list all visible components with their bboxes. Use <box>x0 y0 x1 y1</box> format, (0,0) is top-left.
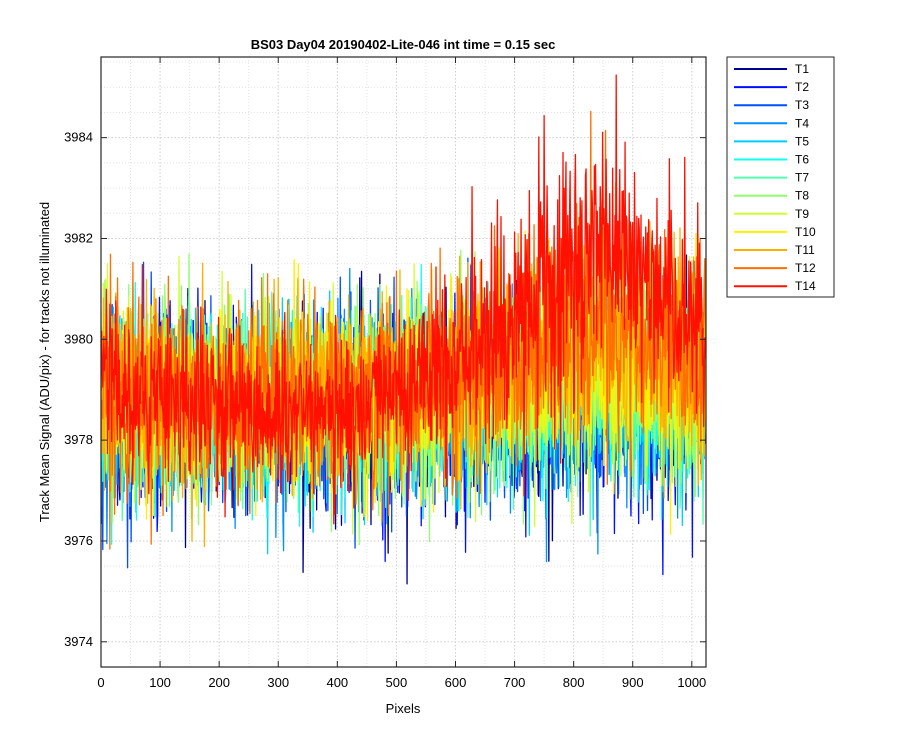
y-tick-label-3982: 3982 <box>64 230 93 245</box>
legend-label-t5: T5 <box>795 134 809 148</box>
x-tick-label-1000: 1000 <box>677 675 706 690</box>
plot-axes[interactable]: 0 100 200 300 400 500 600 700 800 900 1000 3974 3976… <box>64 56 707 690</box>
legend-label-t11: T11 <box>795 243 815 257</box>
chart-title: BS03 Day04 20190402-Lite-046 int time = … <box>251 37 556 52</box>
x-tick-label-400: 400 <box>326 675 348 690</box>
y-tick-label-3984: 3984 <box>64 130 93 145</box>
series-layer <box>101 74 706 585</box>
x-tick-label-200: 200 <box>208 675 230 690</box>
legend-label-t3: T3 <box>795 98 809 112</box>
legend-label-t7: T7 <box>795 171 809 185</box>
legend-label-t12: T12 <box>795 261 816 275</box>
axes-box <box>100 56 707 668</box>
legend-items: T1 T2 T3 T4 T5 T6 T7 T8 T9 T10 T11 T12 T14 <box>734 62 816 293</box>
y-tick-label-3974: 3974 <box>64 634 93 649</box>
x-tick-label-0: 0 <box>97 675 104 690</box>
x-tick-label-300: 300 <box>267 675 289 690</box>
y-tick-label-3978: 3978 <box>64 432 93 447</box>
legend-label-t1: T1 <box>795 62 809 76</box>
legend-label-t10: T10 <box>795 225 816 239</box>
x-tick-label-700: 700 <box>504 675 526 690</box>
x-tick-label-600: 600 <box>445 675 467 690</box>
x-tick-label-800: 800 <box>563 675 585 690</box>
ticks: 0 100 200 300 400 500 600 700 800 900 1000 3974 3976… <box>64 57 706 690</box>
x-tick-label-900: 900 <box>622 675 644 690</box>
legend[interactable]: T1 T2 T3 T4 T5 T6 T7 T8 T9 T10 T11 T12 T14 <box>726 56 835 298</box>
legend-label-t8: T8 <box>795 189 809 203</box>
x-tick-label-500: 500 <box>386 675 408 690</box>
x-tick-label-100: 100 <box>149 675 171 690</box>
legend-label-t6: T6 <box>795 153 809 167</box>
legend-label-t2: T2 <box>795 80 809 94</box>
legend-label-t9: T9 <box>795 207 809 221</box>
legend-label-t4: T4 <box>795 116 809 130</box>
legend-label-t14: T14 <box>795 279 816 293</box>
y-tick-label-3980: 3980 <box>64 331 93 346</box>
y-axis-label: Track Mean Signal (ADU/pix) - for tracks… <box>37 202 52 522</box>
x-axis-label: Pixels <box>386 701 421 716</box>
series-line-t14 <box>101 74 706 525</box>
y-tick-label-3976: 3976 <box>64 533 93 548</box>
